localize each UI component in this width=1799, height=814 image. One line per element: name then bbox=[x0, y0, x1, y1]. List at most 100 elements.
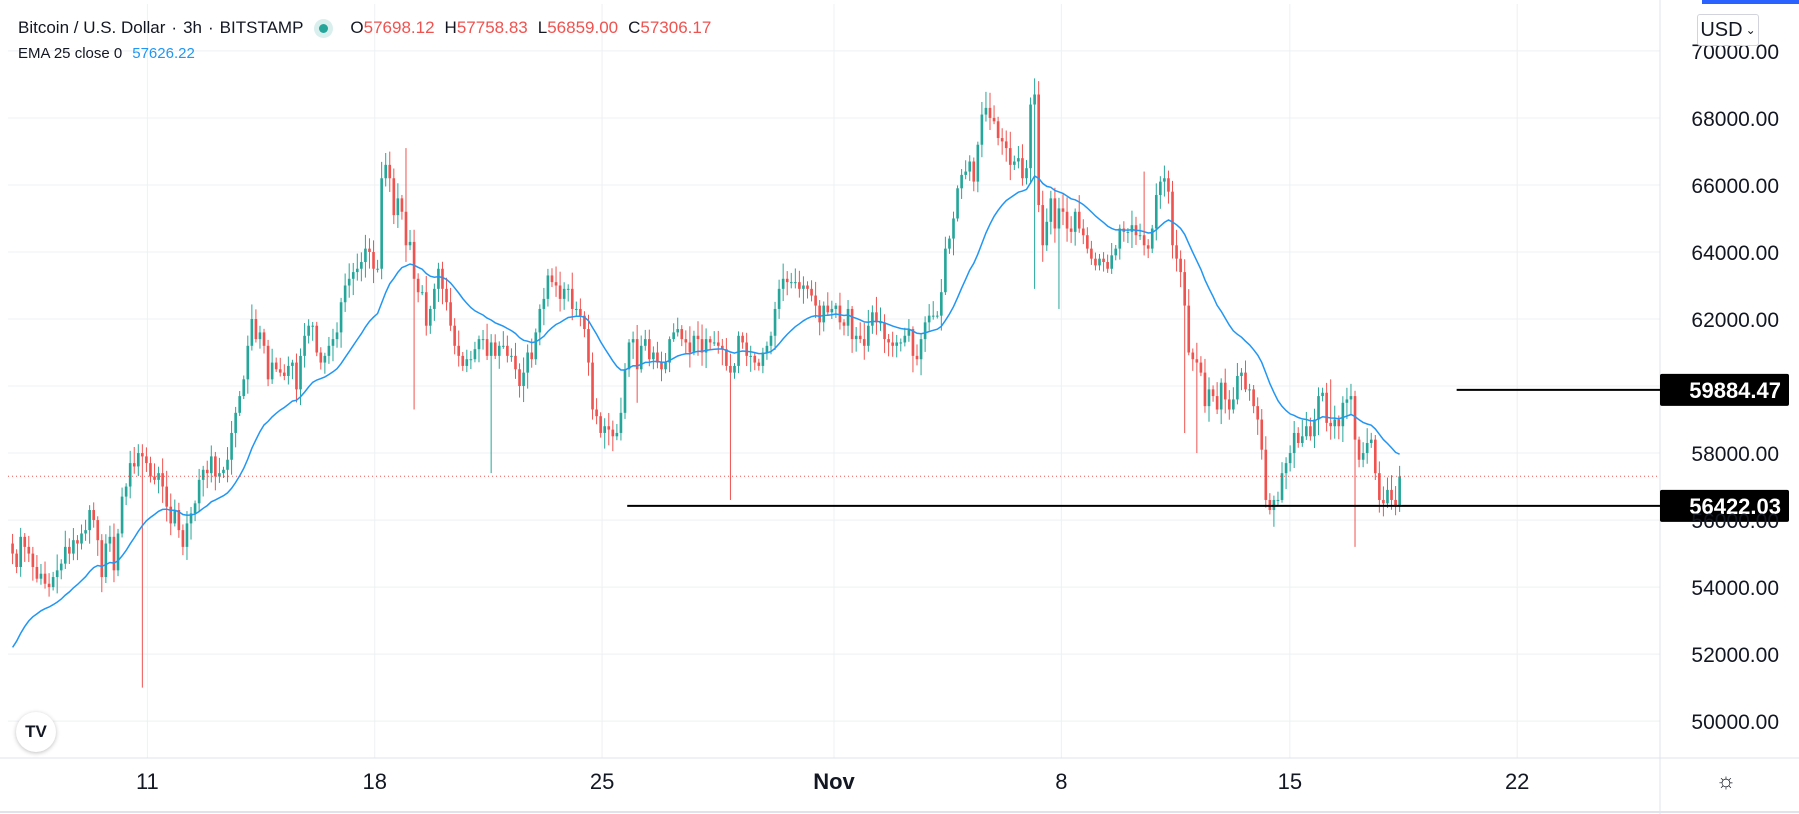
candle-body bbox=[303, 335, 306, 356]
candle-body bbox=[1276, 499, 1280, 501]
settings-icon[interactable]: ☼ bbox=[1715, 768, 1737, 793]
ema-value: 57626.22 bbox=[132, 45, 195, 62]
candle-body bbox=[477, 339, 481, 350]
candle-body bbox=[1349, 396, 1353, 400]
candle-body bbox=[327, 345, 331, 356]
candle-body bbox=[631, 339, 635, 343]
candle-body bbox=[262, 332, 266, 346]
candle-body bbox=[258, 332, 262, 340]
candle-body bbox=[250, 319, 254, 346]
candle-body bbox=[777, 288, 781, 309]
time-tick-label: 11 bbox=[136, 769, 159, 794]
candle-body bbox=[996, 121, 1000, 139]
candle-body bbox=[274, 362, 278, 370]
candle-body bbox=[984, 107, 988, 115]
candle-body bbox=[546, 275, 550, 299]
currency-button[interactable]: USD ⌄ bbox=[1697, 14, 1759, 46]
candle-body bbox=[165, 486, 169, 507]
tradingview-logo-icon[interactable]: TV bbox=[16, 712, 56, 752]
candle-body bbox=[76, 540, 79, 544]
market-status-icon[interactable] bbox=[319, 23, 329, 33]
candle-body bbox=[672, 332, 675, 340]
candle-body bbox=[108, 536, 112, 544]
candle-body bbox=[591, 362, 594, 410]
candle-body bbox=[1390, 489, 1393, 500]
candle-body bbox=[1337, 419, 1341, 427]
candle-body bbox=[315, 325, 319, 353]
candle-body bbox=[595, 409, 598, 417]
price-axis[interactable]: 50000.00 52000.00 54000.00 56000.00 58000.00… bbox=[1691, 41, 1779, 734]
candle-body bbox=[1382, 499, 1385, 504]
candle-body bbox=[1373, 439, 1377, 474]
ema-label[interactable]: EMA 25 close 0 bbox=[18, 45, 123, 62]
candle-body bbox=[1167, 178, 1170, 192]
candle-body bbox=[826, 305, 830, 313]
candle-body bbox=[721, 345, 724, 350]
candle-body bbox=[988, 107, 992, 118]
candle-body bbox=[1102, 258, 1105, 263]
candle-body bbox=[43, 573, 47, 584]
candle-body bbox=[201, 469, 205, 480]
candle-body bbox=[964, 171, 967, 175]
time-axis[interactable]: 11 18 25 Nov 8 15 22 bbox=[136, 769, 1529, 794]
candle-body bbox=[360, 262, 363, 269]
candle-body bbox=[489, 342, 493, 356]
candle-body bbox=[712, 342, 716, 344]
candle-body bbox=[830, 308, 834, 313]
candle-body bbox=[968, 161, 972, 172]
candle-body bbox=[802, 285, 805, 289]
candle-body bbox=[518, 369, 521, 387]
candle-body bbox=[218, 473, 221, 477]
grid bbox=[8, 4, 1660, 758]
candle-body bbox=[542, 298, 546, 309]
symbol-name[interactable]: Bitcoin / U.S. Dollar bbox=[18, 18, 166, 37]
candle-body bbox=[875, 312, 878, 323]
candle-body bbox=[1086, 235, 1089, 249]
candle-body bbox=[741, 335, 744, 343]
candle-body bbox=[197, 479, 201, 504]
candle-body bbox=[1163, 178, 1166, 182]
candle-body bbox=[911, 329, 915, 356]
candle-body bbox=[1041, 205, 1045, 246]
horizontal-levels[interactable]: 59884.47 56422.03 bbox=[8, 373, 1789, 522]
candle-body bbox=[339, 302, 343, 333]
candle-body bbox=[1309, 426, 1312, 437]
price-tick-label: 70000.00 bbox=[1691, 41, 1779, 64]
candle-body bbox=[412, 241, 416, 279]
candle-body bbox=[96, 520, 100, 541]
candle-body bbox=[132, 463, 136, 467]
price-tick-label: 54000.00 bbox=[1691, 577, 1779, 600]
candle-body bbox=[1341, 402, 1345, 427]
candle-body bbox=[794, 282, 797, 284]
candle-body bbox=[384, 164, 388, 179]
candle-body bbox=[737, 335, 740, 366]
candle-body bbox=[238, 396, 242, 413]
candle-body bbox=[1353, 396, 1357, 440]
candle-body bbox=[834, 305, 838, 309]
interval-label[interactable]: 3h bbox=[183, 18, 202, 37]
candle-body bbox=[145, 456, 148, 464]
candle-body bbox=[745, 342, 748, 356]
candle-body bbox=[254, 319, 258, 340]
candle-body bbox=[282, 372, 286, 376]
candle-body bbox=[818, 305, 821, 323]
candle-body bbox=[15, 553, 18, 567]
candle-body bbox=[501, 345, 505, 347]
candle-body bbox=[1013, 161, 1016, 165]
candle-body bbox=[583, 315, 586, 330]
candle-body bbox=[161, 473, 164, 487]
candle-body bbox=[1207, 389, 1211, 407]
candle-body bbox=[1114, 248, 1118, 256]
candle-body bbox=[562, 288, 566, 299]
level-label-box bbox=[1660, 373, 1789, 406]
candle-body bbox=[871, 312, 874, 326]
candle-body bbox=[652, 352, 655, 360]
candle-body bbox=[457, 345, 461, 356]
price-tick-label: 66000.00 bbox=[1691, 175, 1779, 198]
price-tick-label: 52000.00 bbox=[1691, 644, 1779, 667]
candle-body bbox=[177, 510, 181, 531]
candle-body bbox=[128, 463, 132, 487]
candle-body bbox=[453, 325, 456, 346]
